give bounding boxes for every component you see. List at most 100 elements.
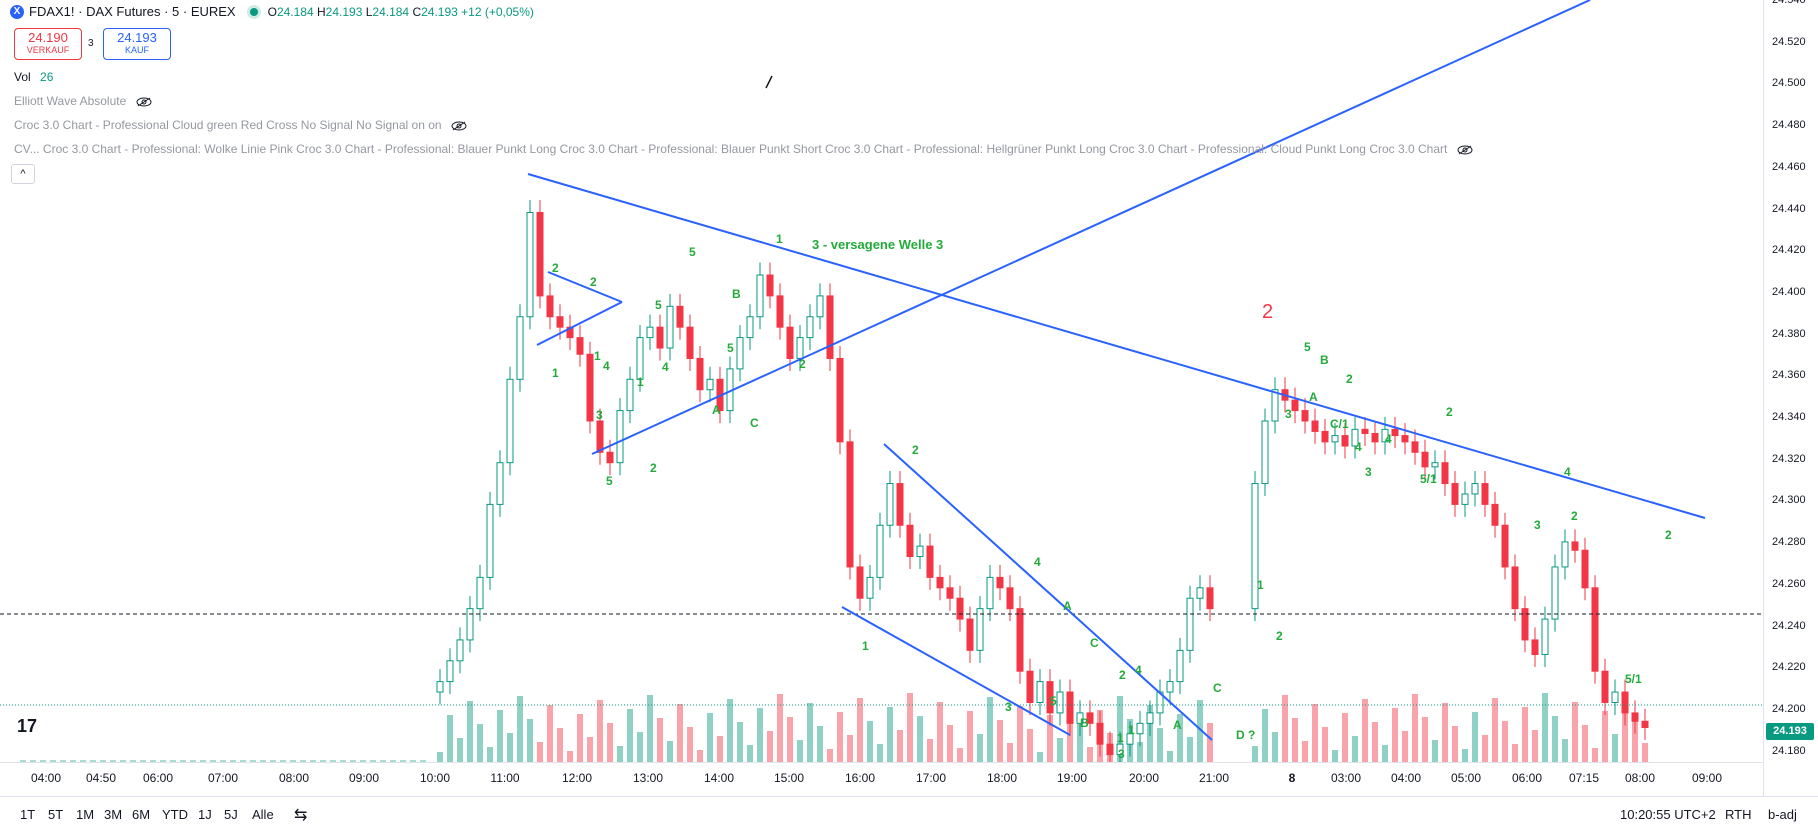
candle-up <box>506 378 514 464</box>
tradingview-logo[interactable]: 17 <box>17 716 38 736</box>
range-button-1m[interactable]: 1M <box>76 807 95 822</box>
market-status-dot <box>249 7 258 16</box>
wave-label: B <box>1320 353 1329 367</box>
range-button-5j[interactable]: 5J <box>224 807 238 822</box>
price-tick-label: 24.380 <box>1772 327 1806 340</box>
candle-down <box>656 326 664 349</box>
wave-label: A <box>1063 599 1072 613</box>
time-tick-label: 07:00 <box>207 771 239 785</box>
time-tick-label: 03:00 <box>1330 771 1362 785</box>
volume-bar <box>30 760 36 762</box>
hidden-eye-icon[interactable] <box>136 97 152 107</box>
price-tick-label: 24.420 <box>1772 244 1806 257</box>
channel-upper[interactable] <box>883 443 1213 741</box>
wave-label: 1 <box>552 366 559 380</box>
volume-indicator[interactable]: Vol 26 <box>14 70 54 84</box>
ohlc-values: O24.184 H24.193 L24.184 C24.193 +12 (+0,… <box>267 4 534 19</box>
price-axis[interactable]: 24.540 24.520 24.500 24.480 24.460 24.440 24.4… <box>1763 0 1818 800</box>
volume-bar <box>1602 711 1608 762</box>
candle-down <box>1491 503 1499 526</box>
candle-down <box>1621 691 1629 714</box>
candle-up <box>516 316 524 380</box>
range-button-ytd[interactable]: YTD <box>162 807 188 822</box>
candle-up <box>706 378 714 391</box>
buy-button[interactable]: 24.193 KAUF <box>103 28 171 60</box>
time-axis[interactable]: 04:00 04:50 06:00 07:00 08:00 09:00 10:00 11:00… <box>0 762 1763 797</box>
volume-bar <box>250 760 256 762</box>
candle-up <box>636 337 644 380</box>
volume-bar <box>487 747 493 762</box>
croc-cloud-indicator[interactable]: Croc 3.0 Chart - Professional Cloud gree… <box>14 118 467 132</box>
time-tick-label: 19:00 <box>1056 771 1088 785</box>
volume-bar <box>907 693 913 762</box>
candle-up <box>466 608 474 641</box>
hidden-eye-icon[interactable] <box>451 121 467 131</box>
pen-mark <box>765 75 773 89</box>
candle-down <box>896 483 904 526</box>
legend: X FDAX1! · DAX Futures · 5 · EUREX O24.1… <box>10 4 534 19</box>
wave-label: 1 <box>637 375 644 389</box>
volume-bar <box>1252 746 1258 762</box>
candle-down <box>926 545 934 578</box>
volume-bar <box>290 760 296 762</box>
croc-cv-indicator[interactable]: CV... Croc 3.0 Chart - Professional: Wol… <box>14 142 1473 156</box>
candle-up <box>1381 428 1389 443</box>
candle-down <box>1531 639 1539 656</box>
channel-lower[interactable] <box>841 606 1071 736</box>
triangle-lower[interactable] <box>536 301 623 346</box>
range-button-3m[interactable]: 3M <box>104 807 123 822</box>
volume-bar <box>767 731 773 762</box>
collapse-legend-button[interactable]: ^ <box>11 164 35 184</box>
triangle-upper[interactable] <box>547 271 623 303</box>
range-button-6m[interactable]: 6M <box>132 807 151 822</box>
sell-label: VERKAUF <box>26 45 70 55</box>
sell-button[interactable]: 24.190 VERKAUF <box>14 28 82 60</box>
candle-down <box>1086 712 1094 724</box>
symbol-icon[interactable]: X <box>10 4 24 19</box>
adjustment-toggle[interactable]: b-adj <box>1768 807 1797 822</box>
elliott-indicator[interactable]: Elliott Wave Absolute <box>14 94 152 108</box>
candle-down <box>786 326 794 359</box>
wave-label: 2 <box>1665 528 1672 542</box>
time-tick-label: 21:00 <box>1198 771 1230 785</box>
symbol-title[interactable]: FDAX1! · DAX Futures · 5 · EUREX <box>29 4 236 19</box>
volume-bar <box>130 760 136 762</box>
candle-down <box>936 576 944 589</box>
trendline-upper[interactable] <box>527 173 1706 519</box>
volume-bar <box>587 737 593 762</box>
date-range-icon[interactable]: ⇆ <box>294 807 308 824</box>
wave-label: 4 <box>1034 555 1041 569</box>
time-tick-label: 13:00 <box>632 771 664 785</box>
range-button-1t[interactable]: 1T <box>20 807 36 822</box>
trendlines[interactable] <box>527 0 1706 741</box>
bottom-toolbar: 1T 5T 1M 3M 6M YTD 1J 5J Alle ⇆ 10:20:55 UTC+2 R… <box>0 796 1818 833</box>
volume-bar <box>577 714 583 762</box>
volume-bar <box>380 760 386 762</box>
trendline-rising[interactable] <box>591 0 1591 455</box>
volume-bar <box>1302 741 1308 762</box>
wave-label: 2 <box>799 357 806 371</box>
candle-down <box>836 357 844 443</box>
sell-price: 24.190 <box>28 30 68 45</box>
candle-down <box>1291 399 1299 412</box>
volume-bar <box>140 760 146 762</box>
hidden-eye-icon[interactable] <box>1457 145 1473 155</box>
wave-label: C <box>750 416 759 430</box>
range-button-alle[interactable]: Alle <box>252 807 274 822</box>
volume-bar <box>190 760 196 762</box>
candle-up <box>976 608 984 651</box>
volume-bar <box>977 734 983 762</box>
candle-down <box>1411 441 1419 453</box>
session-toggle[interactable]: RTH <box>1725 807 1752 822</box>
range-button-1j[interactable]: 1J <box>198 807 212 822</box>
candle-up <box>1541 618 1549 656</box>
price-tick-label: 24.360 <box>1772 369 1806 382</box>
volume-bar <box>817 726 823 762</box>
clock[interactable]: 10:20:55 UTC+2 <box>1620 807 1716 822</box>
range-button-5t[interactable]: 5T <box>48 807 64 822</box>
volume-bar <box>110 760 116 762</box>
candle-up <box>816 295 824 318</box>
time-tick-label: 17:00 <box>915 771 947 785</box>
